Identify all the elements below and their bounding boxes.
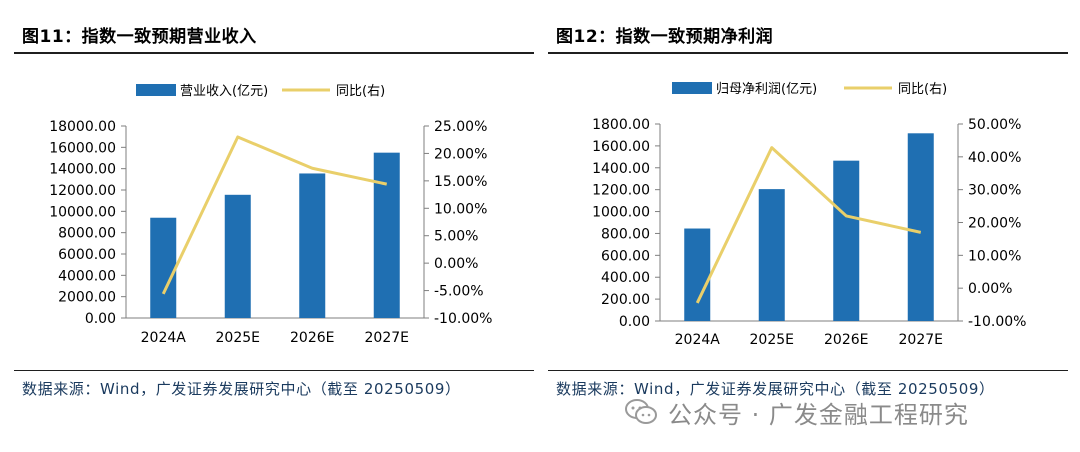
chart-panel-revenue: 图11：指数一致预期营业收入 营业收入(亿元) 同比(右) 0.00 2000.00 4… bbox=[14, 0, 534, 420]
chart-panel-net-profit: 图12：指数一致预期净利润 归母净利润(亿元) 同比(右) 0.00 200.00 40… bbox=[548, 0, 1068, 420]
left-tick-label: 400.00 bbox=[601, 270, 650, 286]
left-tick-label: 1000.00 bbox=[592, 205, 650, 221]
bar bbox=[299, 173, 326, 318]
category-label: 2024A bbox=[675, 332, 721, 348]
bar bbox=[224, 194, 251, 318]
data-source-note: 数据来源：Wind，广发证券发展研究中心（截至 20250509） bbox=[556, 380, 995, 398]
bar bbox=[833, 160, 860, 321]
left-tick-label: 200.00 bbox=[601, 292, 650, 308]
yoy-line bbox=[695, 146, 922, 304]
legend-swatch-bar bbox=[672, 82, 712, 94]
legend-label-line: 同比(右) bbox=[898, 82, 947, 97]
category-label: 2027E bbox=[899, 332, 943, 348]
legend-label-bar: 营业收入(亿元) bbox=[180, 84, 268, 99]
bar bbox=[684, 228, 711, 321]
legend: 营业收入(亿元) 同比(右) bbox=[136, 84, 385, 99]
right-tick-label: 15.00% bbox=[434, 174, 487, 190]
category-label: 2024A bbox=[141, 330, 187, 346]
right-tick-label: 5.00% bbox=[434, 229, 478, 245]
left-tick-label: 1600.00 bbox=[592, 139, 650, 155]
bar bbox=[373, 152, 400, 318]
legend-label-bar: 归母净利润(亿元) bbox=[716, 82, 817, 97]
legend-label-line: 同比(右) bbox=[336, 84, 385, 99]
right-tick-label: 40.00% bbox=[968, 150, 1021, 166]
left-tick-label: 12000.00 bbox=[49, 183, 116, 199]
right-tick-label: -10.00% bbox=[434, 311, 492, 327]
left-tick-label: 0.00 bbox=[85, 311, 116, 327]
left-tick-label: 1800.00 bbox=[592, 117, 650, 133]
right-tick-label: 0.00% bbox=[434, 256, 478, 272]
category-label: 2026E bbox=[290, 330, 334, 346]
right-tick-label: 20.00% bbox=[968, 216, 1021, 232]
bar bbox=[907, 133, 934, 321]
data-source-note: 数据来源：Wind，广发证券发展研究中心（截至 20250509） bbox=[22, 380, 461, 398]
wechat-icon bbox=[624, 398, 658, 426]
source-rule bbox=[14, 370, 534, 371]
left-tick-label: 16000.00 bbox=[49, 140, 116, 156]
right-tick-label: 50.00% bbox=[968, 117, 1021, 133]
yoy-line bbox=[161, 135, 388, 295]
watermark: 公众号 · 广发金融工程研究 bbox=[624, 392, 969, 432]
right-tick-label: 20.00% bbox=[434, 146, 487, 162]
left-tick-label: 2000.00 bbox=[58, 290, 116, 306]
right-tick-label: 10.00% bbox=[434, 201, 487, 217]
category-label: 2025E bbox=[750, 332, 794, 348]
left-tick-label: 1400.00 bbox=[592, 161, 650, 177]
chart-title: 图12：指数一致预期净利润 bbox=[556, 27, 774, 47]
bar bbox=[758, 189, 785, 321]
left-tick-label: 8000.00 bbox=[58, 226, 116, 242]
title-rule bbox=[14, 52, 534, 54]
right-tick-label: -10.00% bbox=[968, 314, 1026, 330]
left-tick-label: 4000.00 bbox=[58, 268, 116, 284]
source-rule bbox=[548, 370, 1068, 371]
category-label: 2025E bbox=[216, 330, 260, 346]
bar bbox=[150, 217, 177, 318]
left-tick-label: 800.00 bbox=[601, 226, 650, 242]
legend-swatch-bar bbox=[136, 84, 176, 96]
left-tick-label: 600.00 bbox=[601, 248, 650, 264]
left-tick-label: 14000.00 bbox=[49, 162, 116, 178]
left-tick-label: 1200.00 bbox=[592, 183, 650, 199]
right-tick-label: 0.00% bbox=[968, 281, 1012, 297]
right-tick-label: 25.00% bbox=[434, 119, 487, 135]
left-tick-label: 0.00 bbox=[619, 314, 650, 330]
revenue-chart: 营业收入(亿元) 同比(右) 0.00 2000.00 4000.00 6000.00 80… bbox=[49, 84, 492, 346]
left-tick-label: 18000.00 bbox=[49, 119, 116, 135]
right-tick-label: -5.00% bbox=[434, 284, 484, 300]
left-tick-label: 6000.00 bbox=[58, 247, 116, 263]
category-label: 2026E bbox=[824, 332, 868, 348]
category-label: 2027E bbox=[365, 330, 409, 346]
right-tick-label: 30.00% bbox=[968, 183, 1021, 199]
chart-title: 图11：指数一致预期营业收入 bbox=[22, 27, 257, 47]
title-rule bbox=[548, 52, 1068, 54]
left-tick-label: 10000.00 bbox=[49, 204, 116, 220]
net-profit-chart: 归母净利润(亿元) 同比(右) 0.00 200.00 400.00 600.00 800.… bbox=[592, 82, 1026, 348]
watermark-text: 公众号 · 广发金融工程研究 bbox=[668, 400, 969, 429]
legend: 归母净利润(亿元) 同比(右) bbox=[672, 82, 947, 97]
right-tick-label: 10.00% bbox=[968, 248, 1021, 264]
